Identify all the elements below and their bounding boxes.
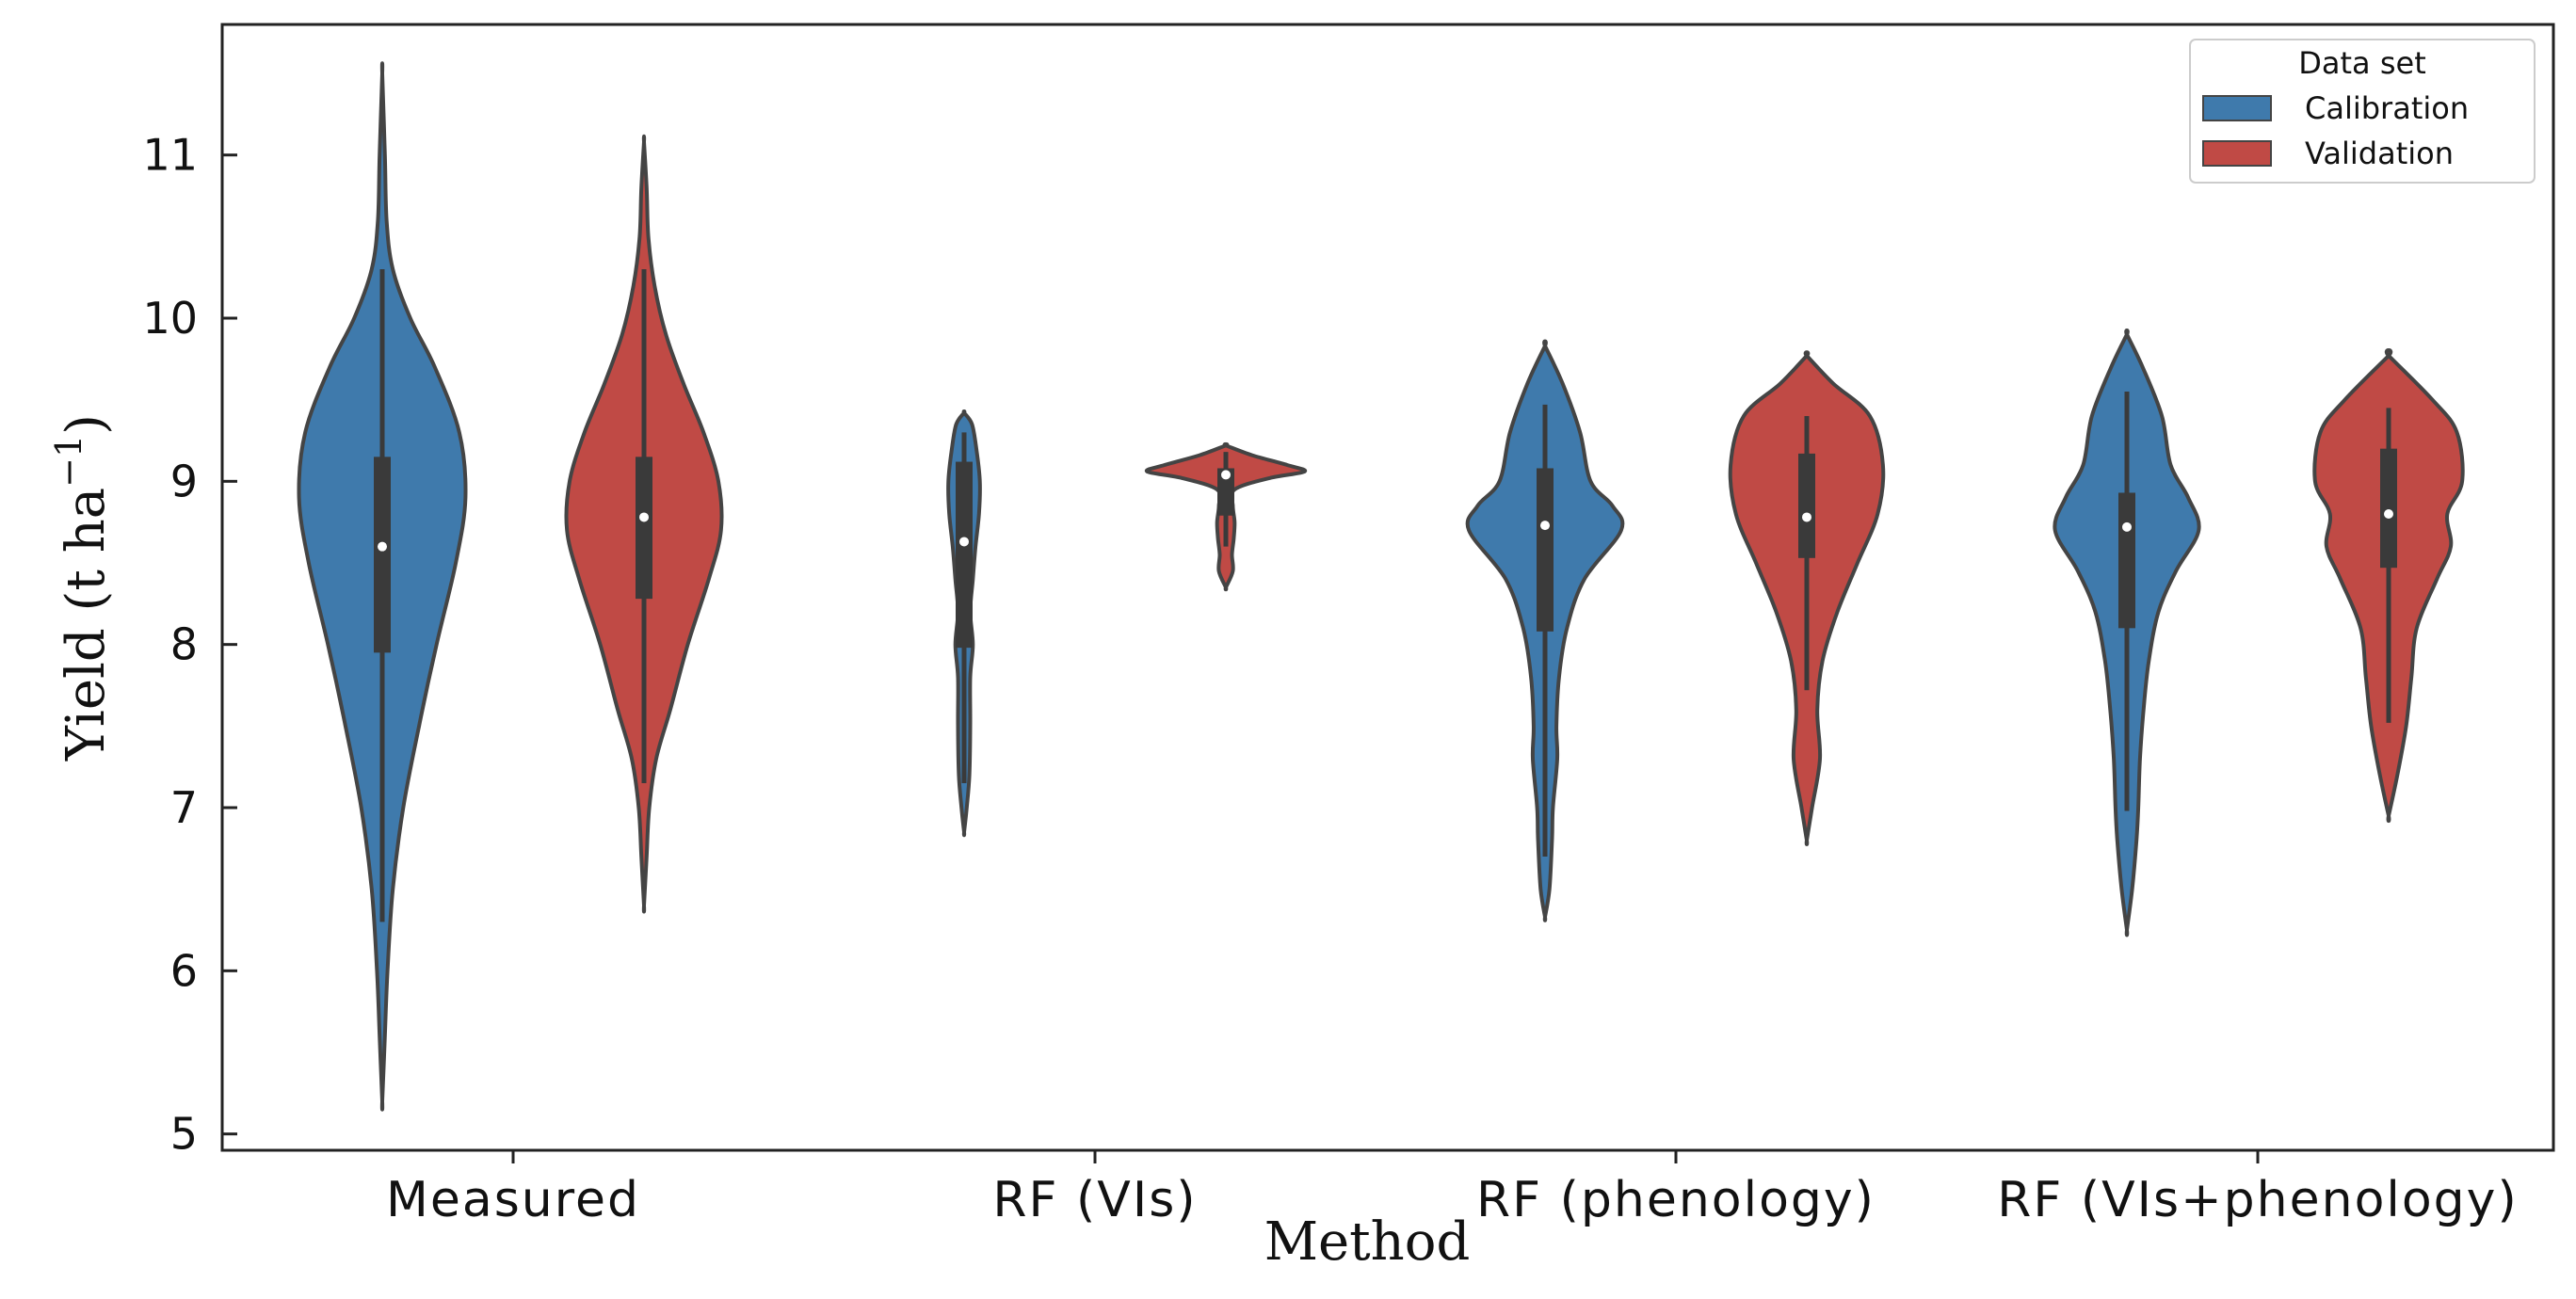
legend-label-calibration: Calibration — [2305, 90, 2469, 126]
violin-validation-rf-vis-phenology-median — [2384, 509, 2393, 519]
y-tick-label-6: 6 — [170, 945, 198, 996]
y-axis-title: Yield (t ha−1) — [48, 414, 117, 762]
legend: Data set Calibration Validation — [2189, 39, 2536, 184]
violins — [297, 61, 2465, 1112]
violin-calibration-rf-phenology — [1465, 339, 1625, 922]
plot-frame — [220, 23, 2555, 1152]
violin-calibration-rf-vis-iqr-box — [956, 461, 973, 649]
legend-label-validation: Validation — [2305, 136, 2454, 171]
violin-validation-rf-phenology-median — [1802, 512, 1811, 522]
x-axis-title: Method — [1264, 1211, 1471, 1273]
violin-calibration-rf-vis-phenology-iqr-box — [2118, 492, 2135, 629]
violin-validation-rf-vis-median — [1221, 470, 1231, 480]
violin-calibration-measured — [297, 61, 468, 1112]
y-tick-label-10: 10 — [142, 293, 198, 344]
x-tick-label-rf-vis-phenology: RF (VIs+phenology) — [1997, 1172, 2519, 1228]
violin-calibration-measured-iqr-box — [374, 457, 391, 653]
legend-box — [2189, 39, 2536, 184]
violin-calibration-rf-phenology-median — [1540, 521, 1550, 531]
y-tick-label-9: 9 — [170, 456, 198, 506]
violin-validation-rf-phenology — [1728, 350, 1886, 846]
violin-validation-rf-vis-phenology — [2312, 348, 2465, 824]
y-axis-title-superscript: −1 — [48, 435, 89, 488]
y-axis-title-close: ) — [56, 414, 117, 435]
y-tick-label-7: 7 — [170, 782, 198, 833]
x-axis: Measured RF (VIs) RF (phenology) RF (VIs+ph… — [386, 1150, 2519, 1228]
violin-validation-rf-vis — [1144, 441, 1308, 592]
legend-swatch-validation — [2202, 140, 2272, 167]
violin-validation-rf-vis-phenology-iqr-box — [2380, 448, 2397, 569]
violin-validation-rf-phenology-iqr-box — [1798, 453, 1815, 558]
violin-calibration-rf-vis-median — [959, 537, 969, 547]
x-tick-label-rf-phenology: RF (phenology) — [1476, 1172, 1876, 1228]
violin-validation-measured-iqr-box — [636, 457, 652, 600]
violin-validation-rf-vis-iqr-box — [1217, 468, 1234, 516]
violin-calibration-rf-vis — [946, 409, 982, 838]
legend-swatch-calibration — [2202, 95, 2272, 121]
legend-title: Data set — [2298, 45, 2425, 81]
violin-calibration-rf-vis-phenology — [2053, 329, 2201, 938]
violin-calibration-measured-median — [378, 541, 387, 552]
y-tick-label-5: 5 — [170, 1109, 198, 1160]
violin-calibration-rf-vis-phenology-median — [2122, 521, 2132, 532]
x-tick-label-rf-vis: RF (VIs) — [992, 1172, 1197, 1228]
violin-validation-measured-median — [639, 512, 649, 522]
violin-calibration-rf-phenology-iqr-box — [1537, 468, 1554, 632]
violin-validation-measured — [564, 134, 724, 914]
y-axis-title-main: Yield (t ha — [56, 488, 117, 762]
svg-text:Yield (t ha−1): Yield (t ha−1) — [48, 414, 117, 762]
y-tick-label-8: 8 — [170, 619, 198, 670]
y-axis: 5 6 7 8 9 10 11 — [142, 130, 237, 1160]
x-tick-label-measured: Measured — [386, 1172, 640, 1228]
y-tick-label-11: 11 — [142, 130, 198, 181]
